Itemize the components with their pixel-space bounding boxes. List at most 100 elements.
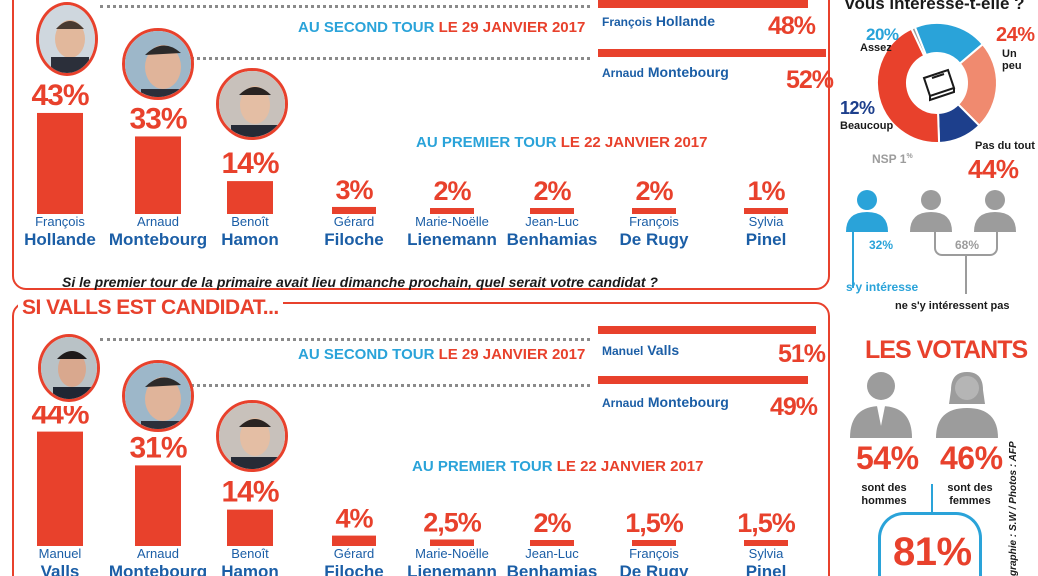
bar-3	[332, 206, 376, 214]
bar-value-label-4: 2%	[433, 176, 471, 206]
candidate-first-name-4: Marie-Noëlle	[415, 214, 489, 229]
candidate-last-name-5: Benhamias	[507, 230, 598, 249]
bar-value-label-3: 4%	[335, 504, 373, 534]
donut-slice-pas-du-tout	[876, 27, 941, 144]
photo-valls	[38, 334, 100, 402]
un-peu-label: Un peu	[1002, 48, 1022, 72]
bar-5	[530, 540, 574, 546]
candidate-first-name-7: Sylvia	[749, 214, 784, 229]
bar-value-label-0: 44%	[31, 406, 88, 431]
bar-value-label-0: 43%	[31, 80, 88, 112]
un-peu-pct: 24%	[996, 24, 1035, 46]
candidate-first-name-6: François	[629, 546, 679, 561]
candidate-first-name-0: François	[35, 214, 85, 229]
candidate-first-name-7: Sylvia	[749, 546, 784, 561]
bottom-r2-pct-2: 49%	[770, 393, 818, 421]
photo-hamon-top	[216, 68, 288, 140]
bar-6	[632, 208, 676, 214]
beaucoup-label: Beaucoup	[840, 120, 894, 132]
not-interested-label: ne s'y intéressent pas	[895, 300, 1010, 312]
candidate-first-name-3: Gérard	[334, 546, 374, 561]
top-first-round-chart: 43%FrançoisHollande33%ArnaudMontebourg14…	[24, 80, 788, 249]
bottom-second-round-title: AU SECOND TOUR LE 29 JANVIER 2017	[298, 346, 586, 363]
top-r2-name-1: François Hollande	[602, 13, 716, 29]
voters-bracket-stem	[931, 484, 933, 512]
top-dotted-connector-2	[185, 57, 590, 60]
bar-value-label-5: 2%	[533, 508, 571, 538]
nsp-label: NSP 1%	[872, 152, 913, 166]
person-icon-interested	[846, 190, 888, 232]
men-label: sont des hommes	[861, 482, 907, 507]
top-r2-name-2: Arnaud Montebourg	[602, 64, 729, 80]
candidate-first-name-3: Gérard	[334, 214, 374, 229]
bar-5	[530, 208, 574, 214]
bar-value-label-7: 1,5%	[737, 508, 796, 538]
bar-value-label-7: 1%	[747, 176, 785, 206]
credit-text: graphie : S.W / Photos : AFP	[1008, 441, 1019, 576]
candidate-first-name-5: Jean-Luc	[525, 546, 579, 561]
top-dotted-connector-1	[100, 5, 590, 8]
bottom-r2-pct-1: 51%	[778, 340, 826, 368]
interested-pct: 32%	[869, 238, 894, 252]
assez-pct: 20%	[866, 25, 899, 44]
bar-value-label-2: 14%	[221, 147, 278, 180]
candidate-last-name-4: Lienemann	[407, 230, 497, 249]
icon-ballot-box	[918, 64, 958, 102]
candidate-first-name-0: Manuel	[39, 546, 82, 561]
bar-value-label-4: 2,5%	[423, 508, 482, 538]
bar-0	[37, 112, 83, 214]
candidate-last-name-2: Hamon	[221, 562, 279, 576]
woman-icon	[936, 372, 998, 438]
bar-1	[135, 465, 181, 546]
top-r2-pct-1: 48%	[768, 12, 816, 40]
candidate-last-name-3: Filoche	[324, 562, 384, 576]
bar-value-label-6: 2%	[635, 176, 673, 206]
photo-montebourg-bottom	[122, 360, 194, 432]
bar-value-label-2: 14%	[221, 476, 278, 509]
bar-1	[135, 136, 181, 214]
bottom-dotted-connector-2	[185, 384, 590, 387]
candidate-first-name-1: Arnaud	[137, 214, 179, 229]
candidate-last-name-6: De Rugy	[620, 230, 690, 249]
bar-value-label-3: 3%	[335, 175, 373, 205]
not-interested-pct: 68%	[955, 238, 980, 252]
bottom-section-title: SI VALLS EST CANDIDAT...	[18, 296, 283, 320]
candidate-last-name-1: Montebourg	[109, 230, 207, 249]
candidate-first-name-5: Jean-Luc	[525, 214, 579, 229]
top-second-round-title: AU SECOND TOUR LE 29 JANVIER 2017	[298, 19, 586, 36]
person-icon-not-interested-2	[974, 190, 1016, 232]
bottom-r2-name-1: Manuel Valls	[602, 342, 680, 358]
voters-title: LES VOTANTS	[865, 336, 1028, 364]
bar-2	[227, 181, 273, 214]
top-r2-pct-2: 52%	[786, 66, 834, 94]
photo-montebourg-top	[122, 28, 194, 100]
top-panel	[12, 0, 830, 290]
bar-0	[37, 431, 83, 546]
interest-bracket-grey	[934, 232, 998, 256]
candidate-last-name-2: Hamon	[221, 230, 279, 249]
interest-bracket-blue	[852, 232, 854, 288]
bar-7	[744, 208, 788, 214]
top-r2-bar-1	[598, 0, 808, 8]
bar-4	[430, 208, 474, 214]
candidate-first-name-4: Marie-Noëlle	[415, 546, 489, 561]
bottom-panel	[12, 302, 830, 576]
bottom-pct: 81%	[893, 530, 972, 574]
ballot-box-icon	[922, 68, 956, 102]
candidate-last-name-7: Pinel	[746, 230, 787, 249]
top-first-round-title: AU PREMIER TOUR LE 22 JANVIER 2017	[416, 134, 708, 151]
man-icon	[850, 372, 912, 438]
bar-value-label-6: 1,5%	[625, 508, 684, 538]
candidate-last-name-0: Valls	[41, 562, 80, 576]
women-pct: 46%	[940, 440, 1003, 476]
candidate-last-name-7: Pinel	[746, 562, 787, 576]
candidate-first-name-1: Arnaud	[137, 546, 179, 561]
candidate-last-name-6: De Rugy	[620, 562, 690, 576]
pas-du-tout-label: Pas du tout	[975, 140, 1035, 152]
question-text: Si le premier tour de la primaire avait …	[62, 274, 658, 290]
donut-slice-nsp	[910, 25, 928, 58]
bar-value-label-1: 31%	[129, 431, 186, 464]
person-icon-not-interested-1	[910, 190, 952, 232]
bar-6	[632, 540, 676, 546]
